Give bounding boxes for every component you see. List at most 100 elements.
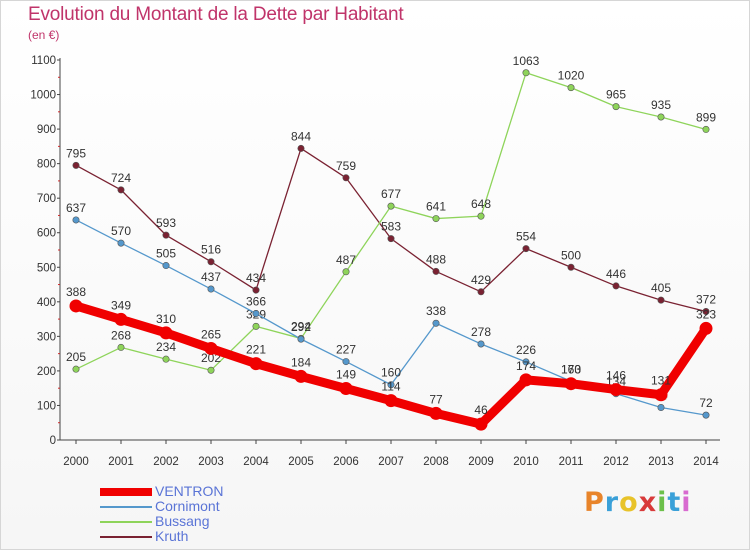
data-label: 114 — [381, 380, 400, 394]
data-label: 160 — [381, 366, 401, 380]
data-label: 366 — [246, 295, 266, 309]
logo-letter: i — [657, 487, 668, 518]
data-label: 184 — [291, 355, 311, 369]
data-label: 724 — [111, 171, 131, 185]
data-point — [702, 125, 710, 133]
data-label: 72 — [699, 396, 713, 410]
data-label: 149 — [336, 368, 356, 382]
x-tick-label: 2002 — [153, 456, 179, 468]
data-label: 227 — [336, 343, 356, 357]
data-point — [432, 319, 440, 327]
data-point — [522, 358, 530, 366]
legend-label: VENTRON — [155, 483, 224, 499]
x-tick-label: 2010 — [513, 456, 539, 468]
data-point — [477, 288, 485, 296]
data-label: 1020 — [558, 69, 585, 83]
data-label: 500 — [561, 248, 581, 262]
data-point — [384, 394, 398, 408]
data-label: 554 — [516, 230, 536, 244]
data-point — [702, 307, 710, 315]
y-tick-label: 900 — [37, 124, 56, 136]
y-tick-label: 100 — [37, 400, 56, 412]
y-tick-label: 200 — [37, 366, 56, 378]
data-point — [612, 282, 620, 290]
data-point — [117, 343, 125, 351]
data-point — [432, 267, 440, 275]
data-label: 310 — [156, 312, 176, 326]
data-label: 349 — [111, 298, 131, 312]
legend-label: Bussang — [155, 513, 210, 529]
legend-item-cornimont: Cornimont — [100, 499, 223, 514]
data-point — [387, 202, 395, 210]
data-label: 759 — [336, 159, 356, 173]
data-label: 648 — [471, 197, 491, 211]
data-point — [477, 340, 485, 348]
data-label: 163 — [561, 363, 581, 377]
data-label: 487 — [336, 253, 356, 267]
data-point — [252, 310, 260, 318]
data-label: 388 — [66, 285, 86, 299]
legend-item-bussang: Bussang — [100, 514, 223, 529]
series-kruth: 795 724 593 516 434 844 759 583 488 429 554 500 446 4… — [66, 129, 716, 315]
data-label: 429 — [471, 273, 491, 287]
data-point — [387, 235, 395, 243]
data-point — [477, 212, 485, 220]
chart-subtitle: (en €) — [28, 28, 60, 42]
legend-swatch — [100, 535, 152, 538]
data-point — [699, 321, 713, 335]
legend-swatch — [100, 487, 152, 496]
data-point — [702, 411, 710, 419]
data-label: 131 — [651, 374, 671, 388]
y-tick-label: 700 — [37, 193, 56, 205]
data-label: 795 — [66, 146, 86, 160]
data-point — [72, 161, 80, 169]
data-label: 294 — [291, 319, 311, 333]
data-point — [342, 174, 350, 182]
legend-label: Kruth — [155, 528, 189, 544]
data-label: 268 — [111, 328, 131, 342]
data-point — [612, 103, 620, 111]
data-point — [69, 299, 83, 313]
data-point — [207, 366, 215, 374]
y-tick-label: 1000 — [30, 90, 56, 102]
y-tick-label: 1100 — [31, 55, 56, 67]
data-point — [657, 113, 665, 121]
data-point — [72, 216, 80, 224]
logo-letter: r — [604, 487, 620, 518]
logo-letter: t — [667, 487, 682, 518]
x-tick-label: 2004 — [243, 456, 269, 468]
data-point — [567, 263, 575, 271]
data-point — [654, 388, 668, 402]
data-label: 505 — [156, 247, 176, 261]
y-tick-label: 400 — [37, 297, 56, 309]
data-point — [159, 326, 173, 340]
data-label: 146 — [606, 369, 626, 383]
data-point — [249, 357, 263, 371]
legend-swatch — [100, 520, 152, 523]
data-label: 372 — [696, 292, 716, 306]
data-point — [522, 245, 530, 253]
series-ventron: 388 349 310 265 221 184 149 114 77 46 174 163 146 131… — [66, 285, 716, 431]
data-point — [564, 377, 578, 391]
data-point — [429, 406, 443, 420]
data-label: 446 — [606, 267, 626, 281]
data-label: 437 — [201, 270, 221, 284]
data-point — [72, 365, 80, 373]
y-tick-label: 500 — [37, 262, 56, 274]
data-label: 234 — [156, 340, 176, 354]
x-tick-label: 2008 — [423, 456, 449, 468]
data-label: 641 — [426, 200, 446, 214]
data-point — [297, 335, 305, 343]
data-point — [432, 215, 440, 223]
x-tick-label: 2007 — [378, 456, 404, 468]
data-label: 265 — [201, 327, 221, 341]
data-point — [207, 285, 215, 293]
data-point — [609, 383, 623, 397]
chart-title: Evolution du Montant de la Dette par Hab… — [28, 4, 404, 25]
data-point — [297, 144, 305, 152]
data-point — [519, 373, 533, 387]
x-tick-label: 2014 — [693, 456, 719, 468]
logo-letter: o — [619, 487, 639, 518]
